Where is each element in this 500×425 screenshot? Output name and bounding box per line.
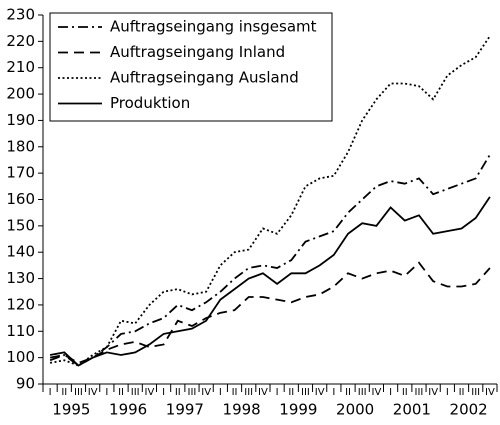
x-tick-label: IV: [315, 387, 325, 398]
x-tick-label: II: [459, 387, 465, 398]
x-tick-label: I: [219, 387, 222, 398]
x-tick-label: I: [389, 387, 392, 398]
y-tick-label: 170: [6, 164, 35, 182]
x-tick-label: I: [162, 387, 165, 398]
x-tick-label: IV: [258, 387, 268, 398]
series-line: [49, 196, 491, 367]
x-tick-label: III: [131, 387, 140, 398]
y-tick-label: 120: [6, 295, 35, 313]
x-tick-label: IV: [201, 387, 211, 398]
x-tick-label: I: [276, 387, 279, 398]
x-tick-label: III: [188, 387, 197, 398]
year-label: 1997: [166, 401, 204, 419]
x-tick-label: IV: [88, 387, 98, 398]
x-tick-label: II: [175, 387, 181, 398]
year-label: 1995: [52, 401, 90, 419]
x-tick-label: I: [105, 387, 108, 398]
x-tick-label: I: [49, 387, 52, 398]
year-label: 1996: [109, 401, 147, 419]
x-tick-label: II: [345, 387, 351, 398]
y-tick-label: 180: [6, 137, 35, 155]
legend-label: Produktion: [110, 94, 190, 112]
x-tick-label: II: [232, 387, 238, 398]
y-tick-label: 160: [6, 190, 35, 208]
x-tick-label: III: [244, 387, 253, 398]
legend-label: Auftragseingang Ausland: [110, 69, 299, 87]
x-tick-label: III: [301, 387, 310, 398]
y-tick-label: 130: [6, 269, 35, 287]
x-tick-label: IV: [145, 387, 155, 398]
year-label: 1999: [279, 401, 317, 419]
x-tick-label: I: [332, 387, 335, 398]
x-tick-label: III: [471, 387, 480, 398]
year-label: 1998: [223, 401, 261, 419]
y-tick-label: 210: [6, 58, 35, 76]
y-tick-label: 90: [16, 375, 35, 393]
series-line: [49, 154, 491, 367]
x-tick-label: IV: [372, 387, 382, 398]
year-label: 2000: [336, 401, 374, 419]
y-tick-label: 200: [6, 85, 35, 103]
x-tick-label: II: [61, 387, 67, 398]
y-tick-label: 220: [6, 32, 35, 50]
x-tick-label: III: [358, 387, 367, 398]
y-tick-label: 110: [6, 322, 35, 340]
y-tick-label: 190: [6, 111, 35, 129]
x-tick-label: II: [118, 387, 124, 398]
year-label: 2001: [393, 401, 431, 419]
y-tick-label: 230: [6, 6, 35, 24]
legend-label: Auftragseingang Inland: [110, 43, 285, 61]
x-tick-label: II: [288, 387, 294, 398]
year-label: 2002: [450, 401, 488, 419]
x-tick-label: II: [402, 387, 408, 398]
series-line: [49, 35, 491, 367]
y-tick-label: 150: [6, 216, 35, 234]
x-tick-label: I: [446, 387, 449, 398]
x-tick-label: IV: [485, 387, 495, 398]
y-tick-label: 100: [6, 348, 35, 366]
x-tick-label: III: [74, 387, 83, 398]
y-tick-label: 140: [6, 243, 35, 261]
legend-label: Auftragseingang insgesamt: [110, 18, 317, 36]
x-tick-label: III: [415, 387, 424, 398]
x-tick-label: IV: [428, 387, 438, 398]
